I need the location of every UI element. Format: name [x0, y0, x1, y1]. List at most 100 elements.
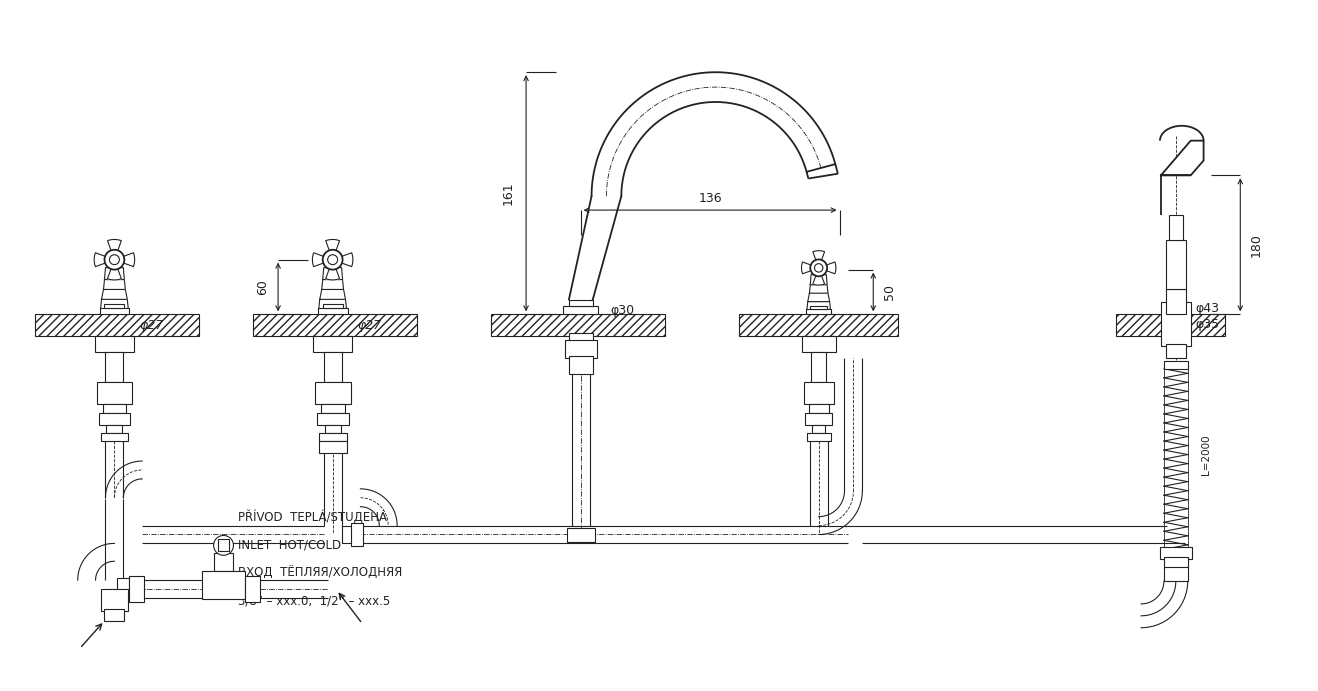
Bar: [316, 413, 348, 426]
Text: φ35: φ35: [1195, 318, 1219, 331]
Bar: [1164, 361, 1188, 369]
Bar: [129, 576, 144, 602]
Polygon shape: [813, 271, 825, 285]
Bar: [99, 413, 130, 426]
Bar: [324, 352, 341, 381]
Bar: [323, 304, 343, 308]
Bar: [352, 522, 364, 547]
Circle shape: [214, 536, 233, 556]
Bar: [1164, 557, 1188, 569]
Polygon shape: [320, 290, 345, 299]
Bar: [312, 336, 352, 352]
Polygon shape: [104, 280, 125, 290]
Text: L=2000: L=2000: [1201, 435, 1210, 475]
Bar: [318, 308, 348, 314]
Polygon shape: [807, 301, 830, 310]
Circle shape: [815, 264, 822, 272]
Bar: [100, 308, 129, 314]
Bar: [1166, 290, 1186, 314]
Bar: [804, 381, 834, 404]
Bar: [812, 426, 825, 433]
Polygon shape: [94, 253, 111, 267]
Bar: [569, 356, 593, 374]
Bar: [1161, 303, 1190, 346]
Circle shape: [109, 255, 120, 265]
Bar: [569, 301, 593, 306]
Polygon shape: [336, 253, 353, 267]
Circle shape: [328, 255, 337, 265]
Text: φ43: φ43: [1195, 302, 1219, 315]
Text: 161: 161: [502, 182, 515, 205]
Circle shape: [811, 259, 828, 276]
Polygon shape: [811, 274, 828, 285]
Bar: [245, 576, 260, 602]
Polygon shape: [100, 299, 128, 310]
Text: 136: 136: [699, 191, 722, 205]
Bar: [1160, 547, 1191, 559]
Bar: [319, 433, 347, 442]
Polygon shape: [801, 262, 816, 274]
Text: 3/8” – xxx.0,  1/2” – xxx.5: 3/8” – xxx.0, 1/2” – xxx.5: [239, 594, 390, 607]
Bar: [807, 309, 832, 314]
Bar: [811, 352, 826, 381]
Polygon shape: [322, 280, 344, 290]
Bar: [1116, 314, 1226, 336]
Bar: [104, 304, 124, 308]
Polygon shape: [809, 285, 828, 293]
Polygon shape: [326, 263, 340, 280]
Text: 60: 60: [256, 279, 269, 295]
Bar: [569, 333, 593, 342]
Bar: [492, 314, 666, 336]
Bar: [567, 527, 594, 542]
Bar: [36, 314, 199, 336]
Polygon shape: [108, 240, 121, 256]
Bar: [1166, 240, 1186, 290]
Bar: [1166, 344, 1186, 358]
Bar: [107, 426, 123, 433]
Polygon shape: [1161, 141, 1203, 176]
Bar: [341, 526, 356, 543]
Polygon shape: [323, 267, 343, 280]
Text: 180: 180: [1249, 233, 1263, 257]
Bar: [100, 589, 128, 611]
Bar: [202, 571, 245, 599]
Polygon shape: [319, 299, 347, 310]
Polygon shape: [312, 253, 328, 267]
Bar: [324, 426, 340, 433]
Bar: [808, 404, 829, 413]
Bar: [103, 404, 127, 413]
Bar: [117, 578, 129, 600]
Bar: [1164, 567, 1188, 581]
Bar: [811, 306, 828, 309]
Polygon shape: [326, 240, 340, 256]
Text: φ30: φ30: [610, 304, 634, 316]
Bar: [563, 306, 598, 314]
Bar: [320, 404, 344, 413]
Bar: [253, 314, 416, 336]
Bar: [739, 314, 898, 336]
Bar: [95, 336, 134, 352]
Bar: [315, 381, 351, 404]
Text: INLET  HOT/COLD: INLET HOT/COLD: [239, 539, 341, 552]
Bar: [807, 433, 830, 442]
Polygon shape: [104, 267, 124, 280]
Text: φ27: φ27: [357, 319, 382, 332]
Bar: [96, 381, 132, 404]
Polygon shape: [108, 263, 121, 280]
Bar: [105, 352, 124, 381]
Bar: [1169, 215, 1182, 240]
Text: PŘÍVOD  TEPLÁ/STUДЕНÁ: PŘÍVOD TEPLÁ/STUДЕНÁ: [239, 511, 387, 524]
Bar: [217, 540, 229, 551]
Polygon shape: [119, 253, 134, 267]
Polygon shape: [808, 293, 829, 301]
Bar: [805, 413, 832, 426]
Circle shape: [323, 249, 343, 269]
Text: 50: 50: [883, 284, 896, 300]
Polygon shape: [101, 290, 128, 299]
Bar: [104, 609, 124, 621]
Bar: [100, 433, 128, 442]
Polygon shape: [822, 262, 836, 274]
Circle shape: [104, 249, 124, 269]
Text: ВХОД  ТЁПЛЯЯ/ХОЛОДНЯЯ: ВХОД ТЁПЛЯЯ/ХОЛОДНЯЯ: [239, 567, 403, 580]
Bar: [319, 442, 347, 453]
